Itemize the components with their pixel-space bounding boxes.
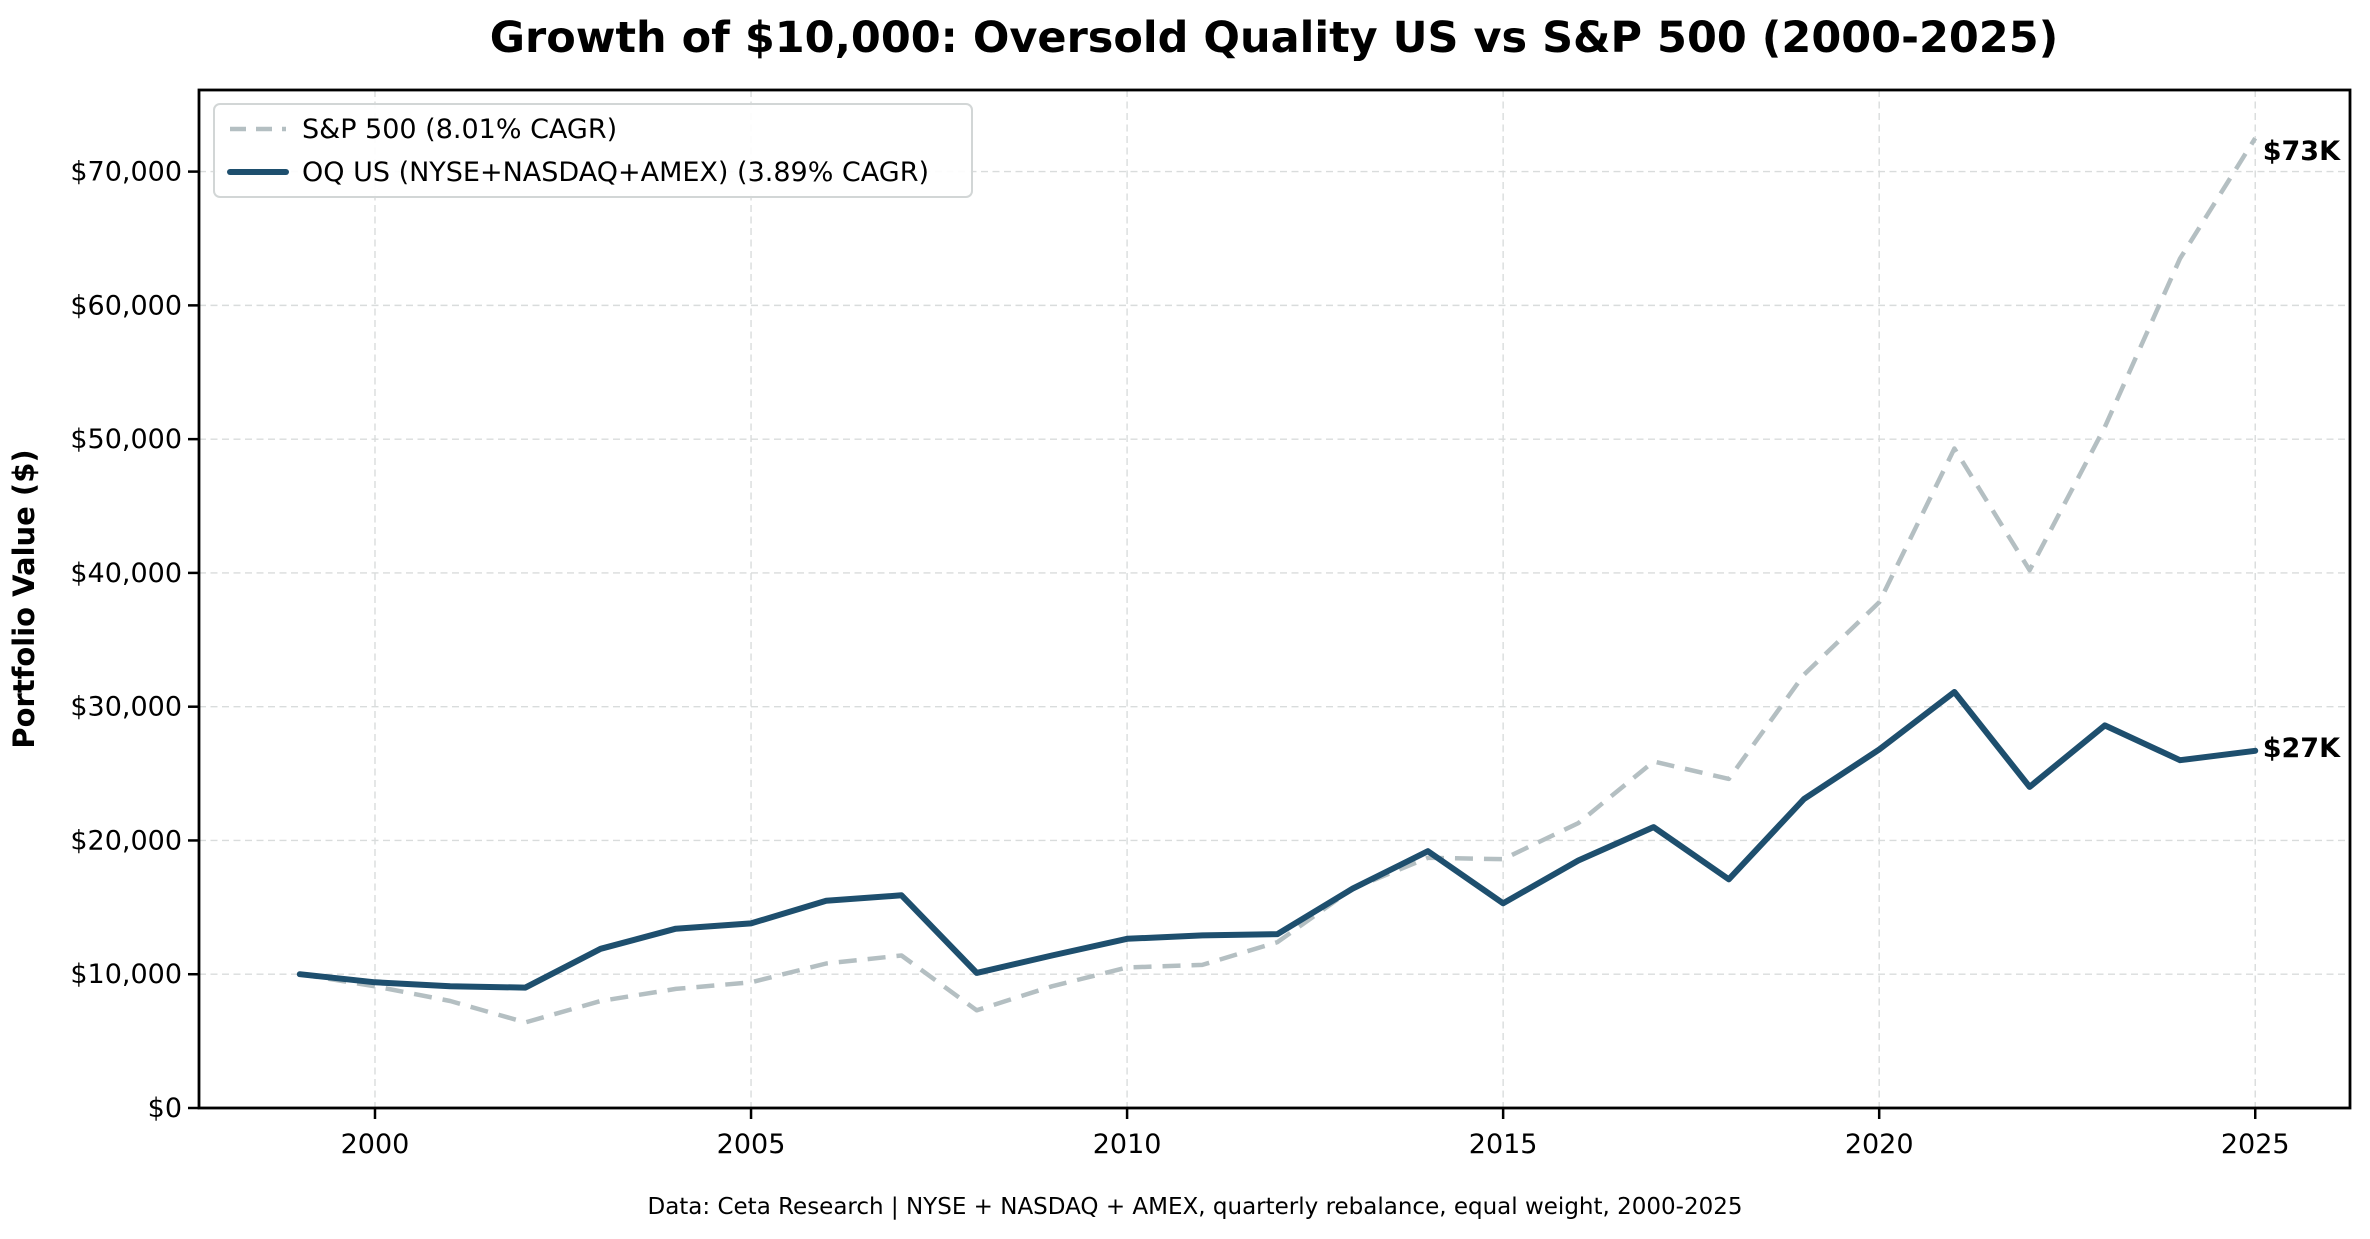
x-tick-label: 2010 [1093, 1129, 1162, 1160]
y-tick-label: $0 [148, 1093, 182, 1124]
y-axis-ticks: $0 $10,000 $20,000 $30,000 $40,000 $50,000 $60… [70, 157, 199, 1124]
y-tick-label: $50,000 [70, 424, 182, 455]
y-tick-label: $10,000 [70, 959, 182, 990]
legend-item-label: S&P 500 (8.01% CAGR) [302, 114, 617, 145]
x-tick-label: 2025 [2221, 1129, 2290, 1160]
sp500-end-value-label: $73K [2263, 136, 2341, 167]
y-tick-label: $70,000 [70, 157, 182, 188]
legend-item-label: OQ US (NYSE+NASDAQ+AMEX) (3.89% CAGR) [302, 157, 929, 188]
y-tick-label: $30,000 [70, 692, 182, 723]
y-tick-label: $20,000 [70, 825, 182, 856]
legend-item-sp500: S&P 500 (8.01% CAGR) [230, 114, 617, 145]
footer-caption: Data: Ceta Research | NYSE + NASDAQ + AM… [647, 1194, 1742, 1220]
y-tick-label: $60,000 [70, 290, 182, 321]
legend-box [213, 103, 973, 198]
legend: S&P 500 (8.01% CAGR) OQ US (NYSE+NASDAQ+… [213, 103, 973, 198]
sp500-line [299, 137, 2258, 1025]
chart-title: Growth of $10,000: Oversold Quality US v… [490, 13, 2059, 63]
x-tick-label: 2015 [1469, 1129, 1538, 1160]
plot-frame [197, 88, 2352, 1110]
x-tick-label: 2020 [1845, 1129, 1914, 1160]
y-axis-title: Portfolio Value ($) [7, 449, 41, 748]
y-tick-label: $40,000 [70, 558, 182, 589]
oq-end-value-label: $27K [2263, 733, 2341, 764]
gridlines [199, 90, 2350, 1108]
x-tick-label: 2005 [717, 1129, 786, 1160]
legend-item-oq-us: OQ US (NYSE+NASDAQ+AMEX) (3.89% CAGR) [227, 157, 929, 188]
oq-us-line [296, 689, 2259, 991]
x-tick-label: 2000 [341, 1129, 410, 1160]
x-axis-ticks: 2000 2005 2010 2015 2020 2025 [341, 1108, 2290, 1160]
